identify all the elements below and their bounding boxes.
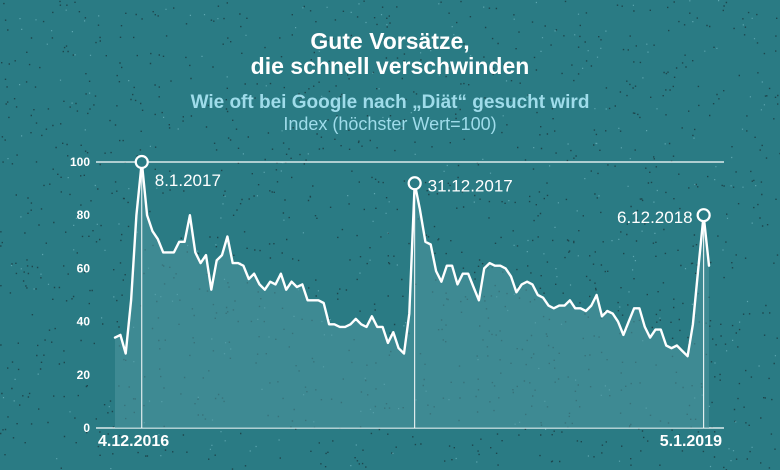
peak-marker [407,176,422,191]
peak-marker [134,154,149,170]
chart-title-line1: Gute Vorsätze, [310,28,470,54]
peak-label: 6.12.2018 [617,208,693,227]
peak-marker [696,208,711,223]
y-tick-label: 0 [83,421,90,435]
series-area [115,162,709,428]
y-tick-label: 100 [70,155,90,169]
series-line [113,160,711,358]
y-tick-label: 20 [77,368,91,382]
y-tick-label: 60 [77,261,91,275]
x-tick-label-start: 4.12.2016 [98,433,169,450]
y-tick-label: 80 [77,208,91,222]
peak-label: 31.12.2017 [428,176,513,195]
peak-label: 8.1.2017 [155,171,221,190]
y-tick-label: 40 [77,315,91,329]
y-axis-label: Index (höchster Wert=100) [283,114,497,134]
chart-title-line2: die schnell verschwinden [250,53,530,79]
x-tick-label-end: 5.1.2019 [660,433,722,450]
chart-subtitle: Wie oft bei Google nach „Diät“ gesucht w… [190,92,590,113]
